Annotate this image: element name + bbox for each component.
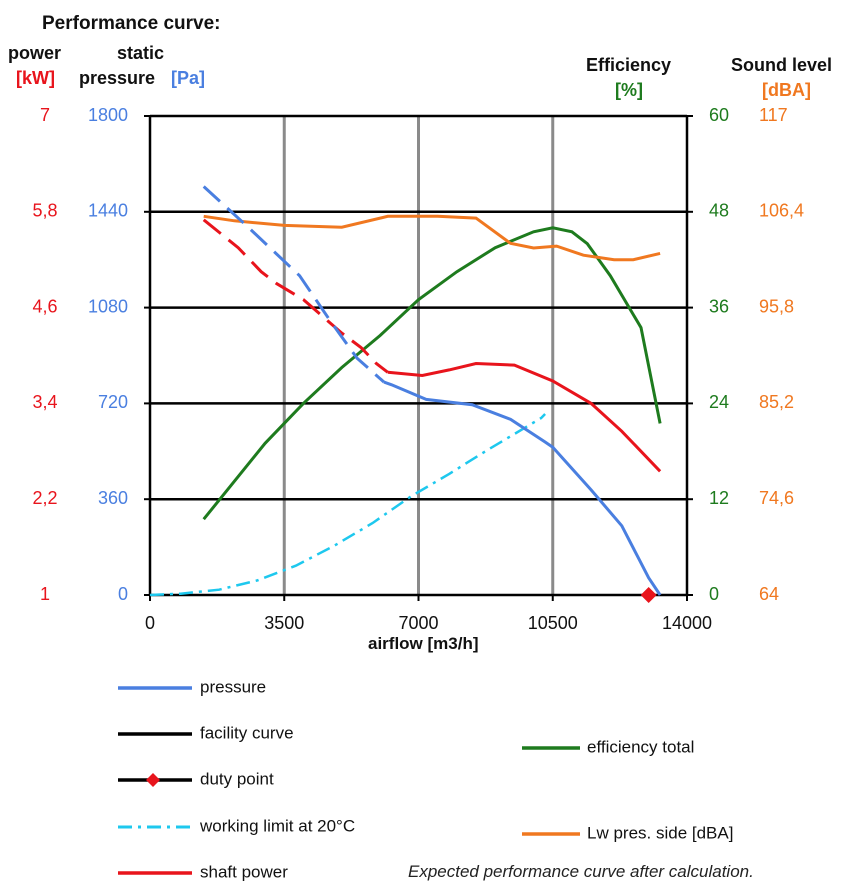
grid-layer <box>144 114 693 601</box>
sound-tick-label: 117 <box>759 105 788 125</box>
x-tick-label: 10500 <box>528 613 578 633</box>
pressure-tick-label: 1440 <box>88 201 128 221</box>
pressure-tick-label: 360 <box>98 488 128 508</box>
efficiency-tick-label: 24 <box>709 392 729 412</box>
legend-item-facility-curve: facility curve <box>118 723 294 742</box>
efficiency-tick-label: 12 <box>709 488 729 508</box>
pressure-tick-label: 0 <box>118 584 128 604</box>
duty-point-marker <box>640 587 657 603</box>
working-limit-at-20-c-line <box>149 413 546 597</box>
x-tick-label: 3500 <box>264 613 304 633</box>
legend-item-working-limit-at-20-c: working limit at 20°C <box>118 816 355 835</box>
sound-tick-label: 85,2 <box>759 392 794 412</box>
power-tick-label: 5,8 <box>32 201 57 221</box>
pressure-tick-label: 720 <box>98 392 128 412</box>
efficiency-axis-label: Efficiency <box>586 55 671 75</box>
shaft-power-line <box>387 361 662 473</box>
footnote: Expected performance curve after calcula… <box>408 862 754 881</box>
legend-item-shaft-power: shaft power <box>118 862 288 881</box>
efficiency-tick-label: 48 <box>709 201 729 221</box>
sound-axis-label: Sound level <box>731 55 832 75</box>
efficiency-tick-label: 60 <box>709 105 729 125</box>
legend-item-efficiency-total: efficiency total <box>522 737 694 756</box>
sound-tick-label: 64 <box>759 584 779 604</box>
shaft-power-line-dashed <box>202 218 389 374</box>
power-tick-label: 1 <box>40 584 50 604</box>
x-axis-label: airflow [m3/h] <box>368 634 479 653</box>
sound-tick-label: 74,6 <box>759 488 794 508</box>
legend-label: facility curve <box>200 723 294 742</box>
x-tick-label: 14000 <box>662 613 712 633</box>
power-tick-label: 3,4 <box>32 392 57 412</box>
power-axis-label: power <box>8 43 61 63</box>
x-tick-label: 7000 <box>398 613 438 633</box>
legend-item-pressure: pressure <box>118 677 266 696</box>
legend-label: shaft power <box>200 862 288 881</box>
power-tick-label: 4,6 <box>32 296 57 316</box>
lw-pres-side-dba-line <box>203 214 661 262</box>
series-layer <box>149 185 662 603</box>
x-tick-label: 0 <box>145 613 155 633</box>
sound-axis-unit: [dBA] <box>762 80 811 100</box>
duty-point-legend-marker <box>146 773 160 787</box>
legend-label: duty point <box>200 769 274 788</box>
efficiency-tick-label: 0 <box>709 584 719 604</box>
pressure-tick-label: 1800 <box>88 105 128 125</box>
tick-layer: 12,23,44,65,8703607201080144018000122436… <box>32 105 804 633</box>
legend: pressure facility curve duty point working … <box>118 677 733 881</box>
pressure-line-dashed <box>202 185 385 384</box>
legend-item-duty-point: duty point <box>118 769 274 788</box>
efficiency-tick-label: 36 <box>709 296 729 316</box>
efficiency-axis-unit: [%] <box>615 80 643 100</box>
efficiency-total-line <box>202 226 662 521</box>
power-axis-unit: [kW] <box>16 68 55 88</box>
pressure-tick-label: 1080 <box>88 296 128 316</box>
legend-label: Lw pres. side [dBA] <box>587 823 733 842</box>
legend-item-lw-pres-side-dba: Lw pres. side [dBA] <box>522 823 733 842</box>
legend-label: pressure <box>200 677 266 696</box>
legend-label: working limit at 20°C <box>199 816 355 835</box>
legend-label: efficiency total <box>587 737 694 756</box>
pressure-axis-label-line2: pressure <box>79 68 155 88</box>
sound-tick-label: 95,8 <box>759 296 794 316</box>
pressure-axis-label: static <box>117 43 164 63</box>
pressure-line <box>383 380 662 596</box>
pressure-axis-unit: [Pa] <box>171 68 205 88</box>
chart-title: Performance curve: <box>42 13 220 34</box>
power-tick-label: 2,2 <box>32 488 57 508</box>
sound-tick-label: 106,4 <box>759 201 804 221</box>
power-tick-label: 7 <box>40 105 50 125</box>
